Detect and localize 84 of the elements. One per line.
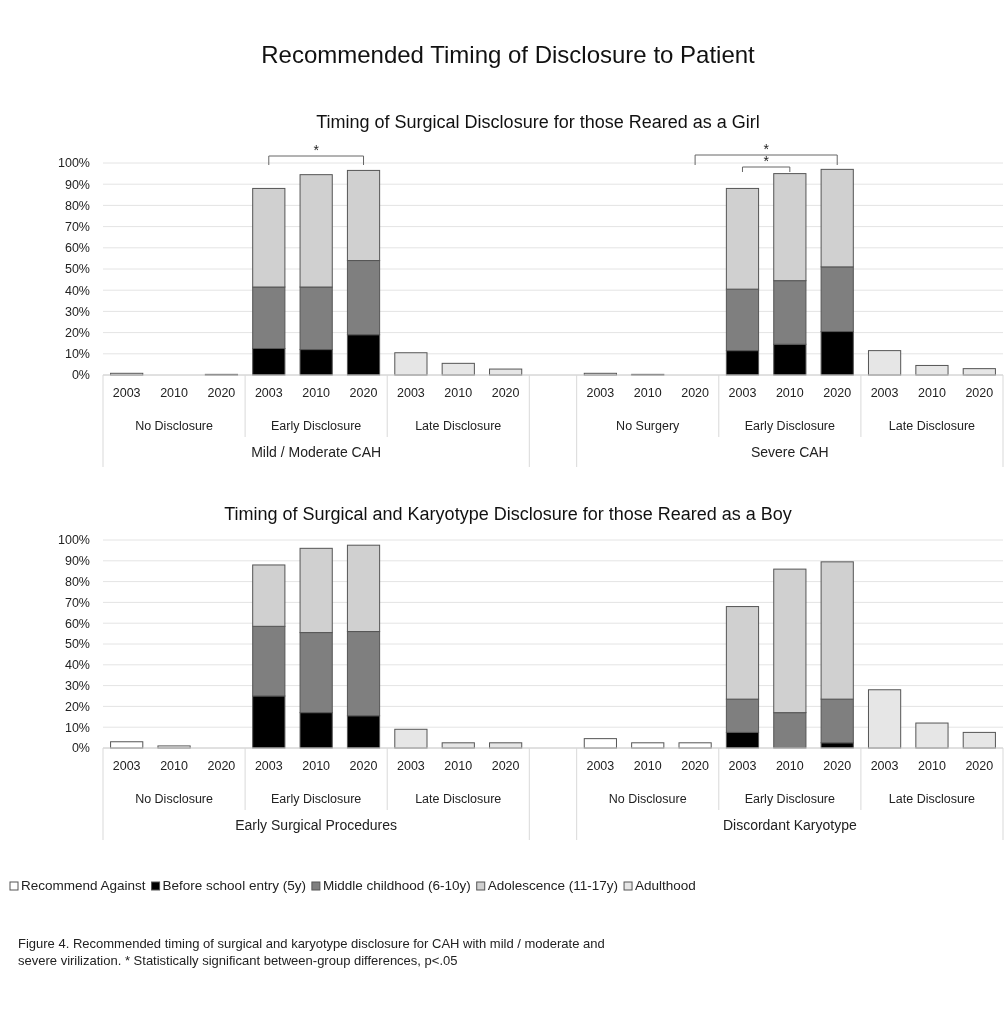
x-tick-label: 2020 [491, 759, 520, 773]
text: Mild / Moderate CAH [251, 444, 382, 460]
x-tick-label: 2020 [491, 386, 520, 400]
legend-label: Middle childhood (6-10y) [322, 878, 471, 893]
x-tick-label: 2010 [633, 386, 662, 400]
x-tick-label: 2003 [112, 386, 141, 400]
text: Early Disclosure [271, 792, 362, 806]
x-tick-label: 2020 [349, 759, 378, 773]
y-tick-label: 60% [64, 241, 90, 256]
y-tick-label: 60% [64, 616, 90, 631]
legend-label: Before school entry (5y) [162, 878, 306, 893]
x-tick-label: 2003 [586, 759, 615, 773]
y-tick-label: 50% [64, 637, 90, 652]
legend-label: Adolescence (11-17y) [487, 878, 619, 893]
y-tick-label: 90% [64, 177, 90, 192]
x-tick-label: 2010 [160, 386, 188, 400]
x-tick-label: 2010 [302, 759, 331, 773]
y-tick-label: 0% [71, 741, 90, 756]
x-tick-label: 2010 [633, 759, 662, 773]
x-tick-label: 2003 [728, 386, 757, 400]
y-tick-label: 30% [64, 304, 90, 319]
x-tick-label: 2010 [444, 386, 473, 400]
y-tick-label: 40% [64, 658, 90, 673]
text: Severe CAH [750, 444, 829, 460]
y-tick-label: 80% [64, 574, 90, 589]
y-tick-label: 10% [64, 720, 90, 735]
x-tick-label: 2020 [681, 386, 710, 400]
x-tick-label: 2003 [396, 759, 425, 773]
x-tick-label: 2003 [728, 759, 757, 773]
x-tick-label: 2020 [207, 386, 236, 400]
x-tick-label: 2003 [586, 386, 615, 400]
text: No Disclosure [608, 792, 687, 806]
x-tick-label: 2020 [823, 386, 852, 400]
text: Late Disclosure [415, 419, 502, 433]
text: No Disclosure [135, 792, 213, 806]
chart-subtitle: Timing of Surgical Disclosure for those Reared as a Girl [316, 112, 760, 132]
y-tick-label: 10% [64, 347, 90, 362]
y-tick-label: 70% [64, 595, 90, 610]
y-tick-label: 90% [64, 554, 90, 569]
legend-label: Adulthood [635, 878, 696, 893]
caption: Figure 4. Recommended timing of surgical and karyotype disclosure for CAH with mild / moderate and severe virilization. * Statistically significant between-group differences, p<.05 [18, 936, 605, 968]
text: Late Disclosure [888, 419, 976, 433]
x-tick-label: 2003 [254, 759, 283, 773]
x-tick-label: 2010 [775, 386, 804, 400]
text: Early Surgical Procedures [235, 817, 398, 833]
x-tick-label: 2010 [302, 386, 331, 400]
x-tick-label: 2003 [870, 759, 899, 773]
chart-title: Timing of Surgical and Karyotype Disclosure for those Reared as a Boy [224, 504, 792, 524]
x-tick-label: 2010 [918, 386, 946, 400]
x-tick-label: 2010 [160, 759, 188, 773]
text: Early Disclosure [271, 419, 362, 433]
y-tick-label: 20% [64, 325, 90, 340]
y-tick-label: 20% [64, 699, 90, 714]
text: Early Disclosure [744, 419, 836, 433]
x-tick-label: 2020 [681, 759, 710, 773]
x-tick-label: 2010 [775, 759, 804, 773]
x-tick-label: 2003 [870, 386, 899, 400]
y-tick-label: 100% [58, 533, 90, 548]
text: * [313, 142, 320, 158]
x-tick-label: 2020 [349, 386, 378, 400]
text: Late Disclosure [888, 792, 976, 806]
y-tick-label: 0% [71, 368, 90, 383]
y-tick-label: 30% [64, 678, 90, 693]
x-tick-label: 2020 [965, 759, 994, 773]
legend-label: Recommend Against [21, 878, 146, 893]
text: Early Disclosure [744, 792, 836, 806]
y-tick-label: 40% [64, 283, 90, 298]
text: Late Disclosure [415, 792, 502, 806]
y-tick-label: 50% [64, 262, 90, 277]
x-tick-label: 2010 [918, 759, 946, 773]
x-tick-label: 2003 [112, 759, 141, 773]
text: Discordant Karyotype [722, 817, 857, 833]
text: No Surgery [616, 419, 681, 433]
x-tick-label: 2020 [965, 386, 994, 400]
x-tick-label: 2010 [444, 759, 473, 773]
text: No Disclosure [135, 419, 213, 433]
x-tick-label: 2003 [254, 386, 283, 400]
x-tick-label: 2003 [396, 386, 425, 400]
y-tick-label: 80% [64, 198, 90, 213]
y-tick-label: 70% [64, 219, 90, 234]
x-tick-label: 2020 [207, 759, 236, 773]
x-tick-label: 2020 [823, 759, 852, 773]
y-tick-label: 100% [58, 156, 90, 171]
chart-title: Recommended Timing of Disclosure to Patient [261, 41, 756, 68]
